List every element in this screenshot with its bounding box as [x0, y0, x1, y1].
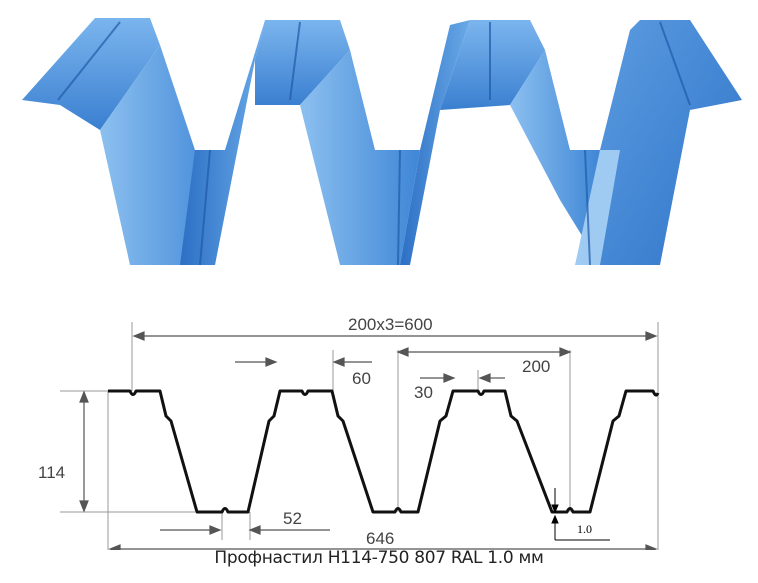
extension-lines	[60, 322, 659, 550]
sheet-panels	[22, 18, 742, 265]
dimension-lines	[79, 331, 658, 550]
thickness-label: 1.0	[577, 522, 592, 536]
trough-width-label: 52	[283, 509, 302, 528]
corrugated-sheet-render	[22, 18, 742, 266]
rib-width-label: 30	[414, 383, 433, 402]
height-label: 114	[38, 463, 65, 482]
pitch-label: 200	[522, 357, 550, 376]
product-caption: Профнастил H114-750 807 RAL 1.0 мм	[214, 548, 544, 568]
crest-width-label: 60	[352, 369, 371, 388]
profile-outline	[108, 389, 660, 514]
pitch-total-label: 200x3=600	[348, 315, 433, 334]
sheet-rib-lines	[57, 21, 691, 266]
overall-width-label: 646	[366, 529, 394, 548]
thickness-marker	[551, 488, 610, 541]
profile-drawing: 200x3=600 200 60 30 114 52 646 1.0	[38, 315, 660, 550]
